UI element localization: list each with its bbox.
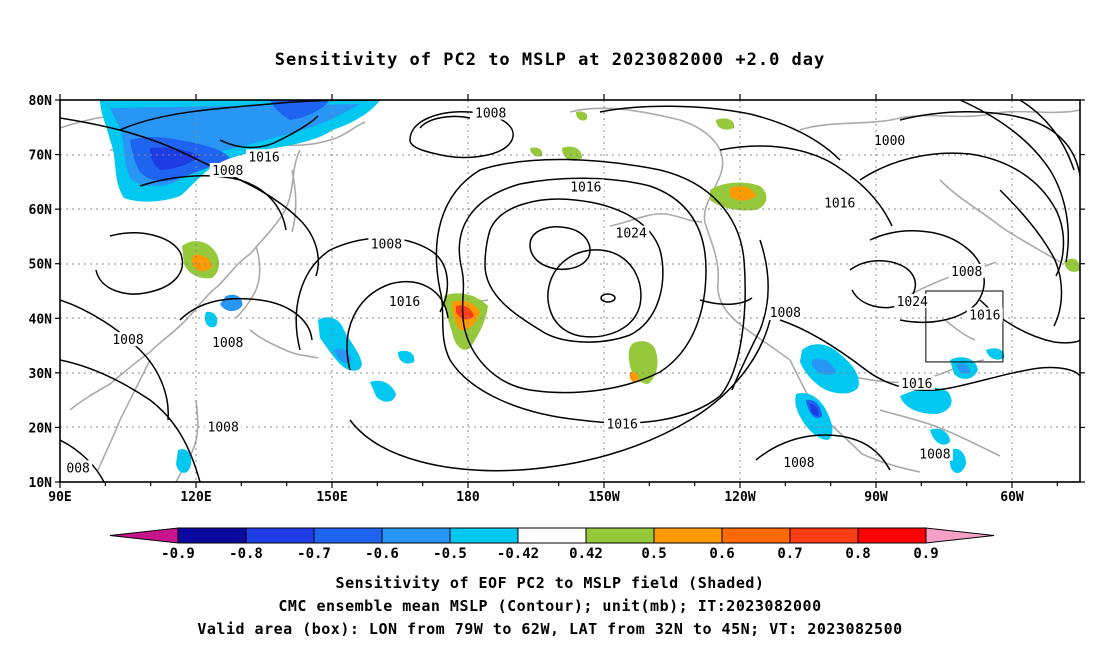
colorbar-swatch (245, 527, 315, 544)
map-title: Sensitivity of PC2 to MSLP at 2023082000… (274, 50, 826, 70)
isobar-label-bg (966, 307, 1003, 322)
isobar-label-bg (916, 446, 953, 461)
colorbar-label: 0.7 (777, 546, 802, 562)
lat-label: 70N (29, 149, 53, 164)
isobar-label-bg (871, 132, 908, 147)
colorbar-label: -0.6 (365, 546, 399, 562)
colorbar-swatch (177, 527, 247, 544)
lon-label: 120W (724, 490, 755, 505)
colorbar-swatch (721, 527, 791, 544)
colorbar-label: 0.42 (569, 546, 603, 562)
isobar-label-bg (613, 225, 650, 240)
lat-label: 10N (29, 476, 53, 491)
isobar-label: 1008 (951, 265, 982, 280)
isobar-label: 1008 (212, 336, 243, 351)
colorbar-label: 0.9 (913, 546, 938, 562)
colorbar-label: -0.9 (161, 546, 195, 562)
colorbar-label: -0.8 (229, 546, 263, 562)
plot-frame (59, 99, 1081, 483)
isobar-label: 1016 (570, 180, 601, 195)
isobar-label: 1008 (112, 333, 143, 348)
isobar-label: 1016 (969, 309, 1000, 324)
colorbar: -0.9 -0.8 -0.7 -0.6 -0.5 -0.42 0.42 0.5 0.6 0.7 0.… (109, 527, 995, 562)
caption-line-1: Sensitivity of EOF PC2 to MSLP field (Sh… (335, 574, 765, 592)
colorbar-low-arrow (109, 527, 179, 544)
lon-label: 180 (456, 490, 480, 505)
colorbar-swatch (517, 527, 587, 544)
colorbar-swatch (585, 527, 655, 544)
isobar-label-bg (767, 304, 804, 319)
isobar-label-bg (472, 105, 509, 120)
isobar-label: 1016 (901, 377, 932, 392)
isobar-label: 1016 (389, 295, 420, 310)
colorbar-high-arrow (925, 527, 995, 544)
isobar-label-bg (604, 416, 641, 431)
isobar-label: 1008 (208, 420, 239, 435)
isobar-label: 1016 (606, 418, 637, 433)
isobar-label: 1008 (770, 306, 801, 321)
caption-line-2: CMC ensemble mean MSLP (Contour); unit(m… (278, 597, 822, 615)
isobar-label: 1008 (783, 456, 814, 471)
valid-area-box (925, 290, 1004, 363)
isobar-label: 1024 (616, 227, 647, 242)
colorbar-swatch (653, 527, 723, 544)
caption-line-3: Valid area (box): LON from 79W to 62W, L… (197, 620, 903, 638)
lon-label: 120E (180, 490, 211, 505)
lon-label: 90W (864, 490, 888, 505)
lat-label: 30N (29, 367, 53, 382)
colorbar-label: 0.6 (709, 546, 734, 562)
isobar-label-bg (386, 293, 423, 308)
lat-label: 60N (29, 203, 53, 218)
isobar-label-bg (209, 334, 246, 349)
isobar-label: 1008 (212, 164, 243, 179)
isobar-label-bg (948, 263, 985, 278)
colorbar-swatch (857, 527, 927, 544)
lon-label: 150E (316, 490, 347, 505)
isobar-label: 1024 (897, 295, 928, 310)
lon-label: 150W (588, 490, 619, 505)
colorbar-swatch (381, 527, 451, 544)
isobar-label-bg (821, 195, 858, 210)
lat-label: 40N (29, 312, 53, 327)
lat-label: 50N (29, 258, 53, 273)
colorbar-swatch (313, 527, 383, 544)
isobar-label: 008 (66, 461, 89, 476)
lat-label: 80N (29, 94, 53, 109)
isobar-label-bg (894, 293, 931, 308)
isobar-label: 1008 (919, 448, 950, 463)
colorbar-label: 0.8 (845, 546, 870, 562)
colorbar-label: 0.5 (641, 546, 666, 562)
isobar-label-bg (205, 419, 242, 434)
isobar-label-bg (110, 332, 146, 347)
colorbar-swatch (789, 527, 859, 544)
isobar-label-bg (209, 162, 246, 177)
isobar-label-bg (898, 375, 935, 390)
isobar-label-bg (368, 236, 405, 251)
colorbar-label: -0.42 (497, 546, 539, 562)
isobar-label-bg (64, 460, 93, 475)
isobar-label: 1016 (248, 150, 279, 165)
colorbar-swatch (449, 527, 519, 544)
colorbar-label: -0.5 (433, 546, 467, 562)
isobar-label: 1008 (371, 238, 402, 253)
mslp-contours (60, 100, 1080, 482)
isobar-label: 1016 (824, 197, 855, 212)
isobar-label: 1008 (475, 107, 506, 122)
lat-label: 20N (29, 421, 53, 436)
colorbar-label: -0.7 (297, 546, 331, 562)
isobar-label-bg (246, 149, 282, 164)
isobar-label-bg (567, 179, 604, 194)
isobar-label-bg (780, 454, 817, 469)
lon-label: 60W (1000, 490, 1024, 505)
isobar-label: 1000 (874, 134, 905, 149)
lon-label: 90E (48, 490, 71, 505)
